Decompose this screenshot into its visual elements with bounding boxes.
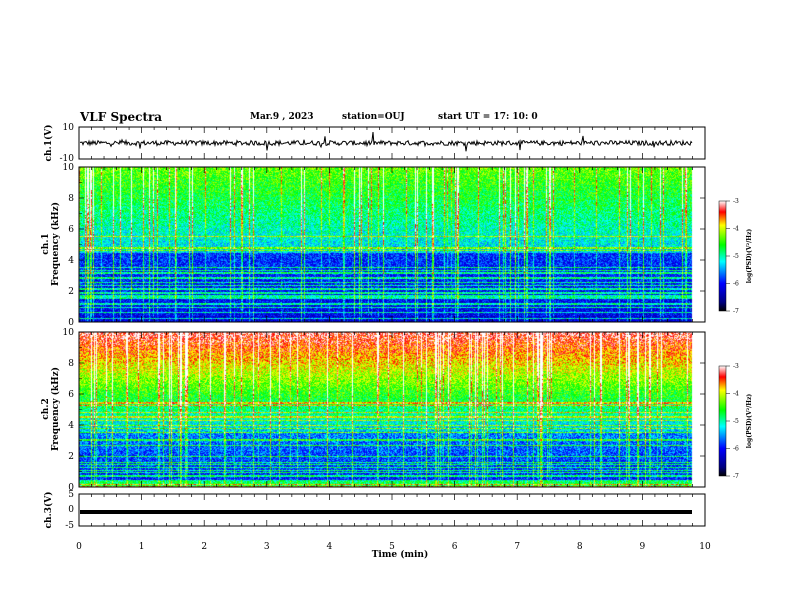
x-axis-label: Time (min)	[372, 549, 429, 560]
x-tick-label: 3	[264, 542, 270, 552]
y-tick-label: 8	[68, 194, 74, 204]
y-tick-label: 0	[68, 483, 74, 493]
date-label: Mar.9 , 2023	[250, 112, 314, 122]
colorbar-tick-label: -4	[733, 391, 739, 398]
x-tick-label: 1	[139, 542, 145, 552]
ch1-spectrogram-ylabel-bottom: Frequency (kHz)	[50, 202, 61, 286]
ch1-ytick-min: -10	[60, 154, 75, 164]
y-tick-label: 8	[68, 359, 74, 369]
station-label: station=OUJ	[342, 112, 405, 122]
y-tick-label: 4	[68, 256, 74, 266]
ch3-ytick-zero: 0	[68, 505, 74, 515]
colorbar-tick-label: -4	[733, 226, 739, 233]
ch2-colorbar-label: log(PSD)(V²/Hz)	[746, 394, 753, 449]
x-tick-label: 4	[327, 542, 333, 552]
ch1-spectrogram-ylabel-top: ch.1	[41, 233, 51, 254]
ch2-colorbar: -3 -4 -5 -6 -7 log(PSD)(V²/Hz)	[718, 363, 753, 480]
ch2-spectrogram-ylabel-bottom: Frequency (kHz)	[50, 367, 61, 451]
y-tick-label: 0	[68, 318, 74, 328]
ch1-ytick-max: 10	[63, 123, 75, 133]
ch1-spectrogram-panel: 0 2 4 6 8 10 ch.1 Frequency (kHz)	[41, 163, 706, 328]
ch3-ytick-max: 5	[68, 490, 74, 500]
y-tick-label: 2	[68, 452, 74, 462]
colorbar-tick-label: -5	[733, 253, 739, 260]
x-tick-label: 5	[389, 542, 395, 552]
colorbar-tick-label: -6	[733, 281, 739, 288]
colorbar-tick-label: -5	[733, 418, 739, 425]
chart-title: VLF Spectra	[80, 110, 163, 124]
x-tick-label: 6	[452, 542, 458, 552]
ch1-waveform-panel: 10 -10 ch.1(V)	[43, 123, 706, 164]
ch1-ylabel: ch.1(V)	[43, 125, 54, 162]
x-tick-label: 0	[76, 542, 82, 552]
colorbar-tick-label: -3	[733, 198, 739, 205]
y-tick-label: 10	[63, 163, 75, 173]
start-time-label: start UT = 17: 10: 0	[438, 112, 538, 122]
ch3-ytick-min: -5	[65, 521, 74, 531]
ch2-spectrogram-image	[79, 332, 705, 487]
ch2-spectrogram-ylabel-top: ch.2	[41, 398, 51, 419]
x-tick-label: 8	[577, 542, 583, 552]
x-tick-label: 7	[514, 542, 520, 552]
colorbar-tick-label: -7	[733, 473, 739, 480]
ch3-ylabel: ch.3(V)	[43, 492, 54, 529]
y-tick-label: 6	[68, 225, 74, 235]
x-tick-label: 2	[201, 542, 207, 552]
y-tick-label: 4	[68, 421, 74, 431]
x-tick-label: 9	[640, 542, 646, 552]
y-tick-label: 2	[68, 287, 74, 297]
colorbar-tick-label: -6	[733, 446, 739, 453]
colorbar-tick-label: -3	[733, 363, 739, 370]
ch1-colorbar-label: log(PSD)(V²/Hz)	[746, 229, 753, 284]
ch2-spectrogram-panel: 0 2 4 6 8 10 ch.2 Frequency (kHz)	[41, 328, 706, 493]
y-tick-label: 6	[68, 390, 74, 400]
x-tick-label: 10	[699, 542, 711, 552]
ch1-waveform-line	[79, 132, 693, 152]
y-tick-label: 10	[63, 328, 75, 338]
ch3-waveform-panel: 5 0 -5 ch.3(V) 0 1 2 3 4 5 6 7 8 9 10 Time (min)	[43, 490, 711, 560]
ch1-spectrogram-image	[79, 167, 705, 322]
ch1-colorbar: -3 -4 -5 -6 -7 log(PSD)(V²/Hz)	[718, 198, 753, 315]
colorbar-tick-label: -7	[733, 308, 739, 315]
